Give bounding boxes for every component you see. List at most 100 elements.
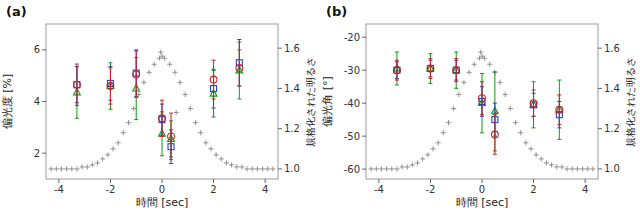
plus-point [580, 166, 585, 171]
plus-point [250, 166, 255, 171]
plus-point [410, 162, 415, 167]
plus-point [270, 166, 275, 171]
plus-point [528, 146, 533, 151]
plus-point [85, 164, 90, 169]
y-tick [362, 136, 366, 137]
y-tick-label: 2 [34, 148, 40, 159]
error-bar [212, 60, 216, 99]
plus-point [518, 130, 523, 135]
plus-point [121, 130, 126, 135]
y2-axis-label: 規格化された明るさ [625, 57, 636, 147]
panel-title: (b) [326, 4, 347, 19]
circle-point [427, 65, 434, 72]
y2-tick [598, 128, 602, 129]
plus-point [198, 130, 203, 135]
error-bar [532, 82, 536, 128]
y2-tick [278, 128, 282, 129]
error-bar [480, 73, 484, 132]
y-tick [362, 70, 366, 71]
plus-point [564, 166, 569, 171]
plus-point [69, 166, 74, 171]
x-tick [162, 179, 163, 183]
y-tick-label: -30 [344, 65, 360, 76]
plus-point [152, 62, 157, 67]
y2-tick-label: 1.6 [284, 43, 300, 54]
y-tick-label: -20 [344, 32, 360, 43]
plus-point [497, 80, 502, 85]
x-axis-label: 時間 [sec] [136, 196, 189, 209]
error-bar [160, 100, 164, 136]
plus-point [116, 140, 121, 145]
plus-point [503, 92, 508, 97]
plus-point [162, 56, 167, 61]
plus-point [74, 166, 79, 171]
series [394, 59, 563, 155]
y2-tick [598, 168, 602, 169]
plus-point [478, 50, 483, 55]
x-tick-label: 0 [479, 184, 485, 195]
plot-frame [46, 24, 278, 179]
y-tick-label: -60 [344, 164, 360, 175]
y2-tick-label: 1.6 [604, 43, 620, 54]
plus-point [544, 160, 549, 165]
error-bar [134, 51, 138, 98]
error-bar [532, 90, 536, 116]
error-bar [557, 95, 561, 125]
x-tick-label: 4 [582, 184, 588, 195]
x-tick [585, 179, 586, 183]
plus-point [590, 166, 595, 171]
y-tick-label: 6 [34, 44, 40, 55]
y-tick [42, 101, 46, 102]
circle-point [210, 76, 217, 83]
plus-point [167, 62, 172, 67]
plot-frame [366, 24, 598, 179]
plus-point [405, 164, 410, 169]
circle-point [133, 71, 140, 78]
series [74, 40, 242, 164]
y2-tick [598, 88, 602, 89]
circle-point [168, 133, 175, 140]
plus-point [415, 160, 420, 165]
x-tick [213, 179, 214, 183]
error-bar [480, 82, 484, 115]
plus-point [539, 156, 544, 161]
plus-point [131, 106, 136, 111]
plus-point [534, 152, 539, 157]
y-axis-label: 偏光度 [%] [1, 74, 14, 130]
y-tick [362, 169, 366, 170]
plus-point [549, 162, 554, 167]
y2-tick [278, 88, 282, 89]
y2-tick-label: 1.2 [284, 123, 300, 134]
plus-point [394, 166, 399, 171]
circle-point [491, 131, 498, 138]
y-tick-label: 4 [34, 96, 40, 107]
y2-tick-label: 1.4 [284, 83, 300, 94]
series [158, 50, 179, 116]
x-tick-label: -2 [105, 184, 115, 195]
plot-area [49, 40, 276, 172]
plus-point [255, 166, 260, 171]
error-bar [428, 59, 432, 79]
plus-point [461, 80, 466, 85]
plus-point [95, 160, 100, 165]
plus-point [425, 152, 430, 157]
y2-tick-label: 1.0 [604, 163, 620, 174]
series [478, 50, 499, 116]
plus-point [513, 120, 518, 125]
plus-point [79, 164, 84, 169]
panel: -4-2024-60-50-40-30-201.01.21.41.6時間 [se… [321, 4, 636, 209]
circle-point [236, 65, 243, 72]
plus-point [219, 156, 224, 161]
series [369, 54, 596, 172]
error-bar [557, 80, 561, 139]
y-tick [42, 153, 46, 154]
series [394, 60, 562, 136]
plus-point [188, 106, 193, 111]
plus-point [239, 164, 244, 169]
circle-point [556, 106, 563, 113]
plus-point [174, 110, 179, 115]
x-tick-label: 2 [210, 184, 216, 195]
y2-tick-label: 1.2 [604, 123, 620, 134]
error-bar [169, 113, 173, 160]
x-tick-label: 0 [159, 184, 165, 195]
